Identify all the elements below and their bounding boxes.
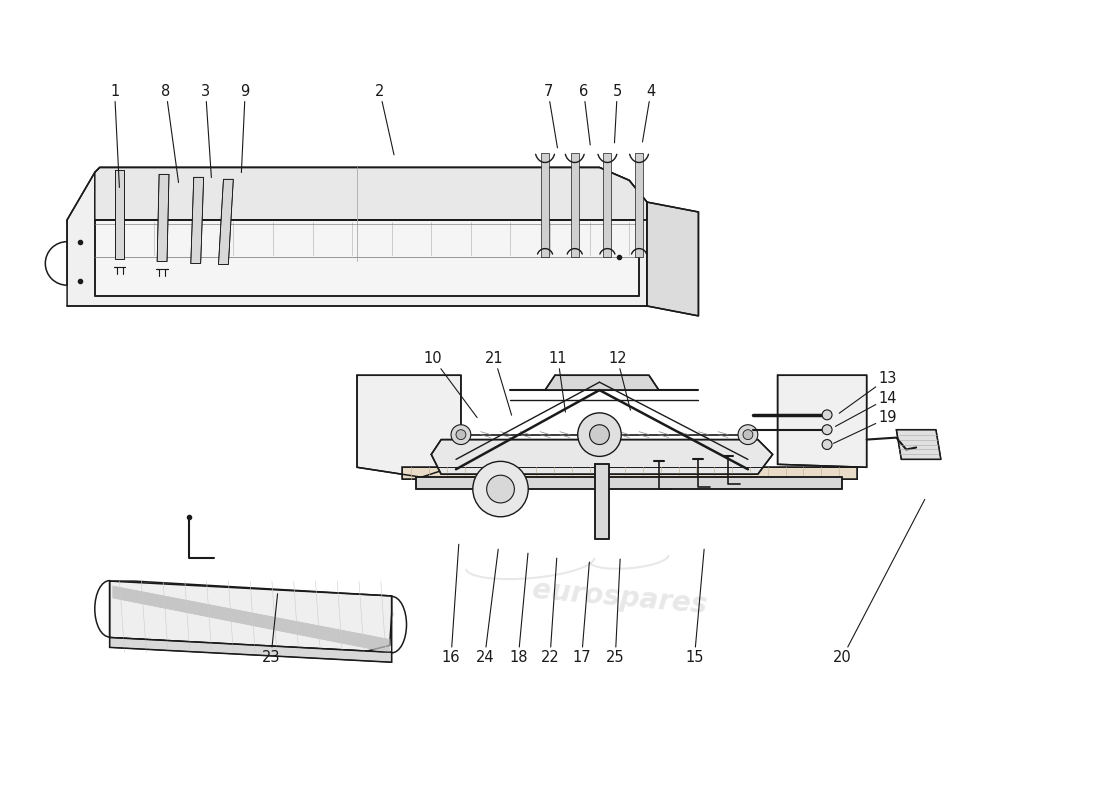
Text: 18: 18 xyxy=(509,553,528,665)
Text: 1: 1 xyxy=(110,84,120,187)
Polygon shape xyxy=(635,153,643,257)
Polygon shape xyxy=(647,202,698,316)
Text: 17: 17 xyxy=(572,562,591,665)
Polygon shape xyxy=(67,167,647,306)
Text: 12: 12 xyxy=(608,351,630,410)
Circle shape xyxy=(451,425,471,445)
Circle shape xyxy=(473,462,528,517)
Polygon shape xyxy=(219,179,233,265)
Text: 19: 19 xyxy=(834,410,896,443)
Circle shape xyxy=(742,430,752,439)
Polygon shape xyxy=(114,170,124,259)
Text: eurospares: eurospares xyxy=(219,591,396,634)
Text: 14: 14 xyxy=(836,390,896,426)
Polygon shape xyxy=(417,477,842,489)
Text: 20: 20 xyxy=(833,499,925,665)
Circle shape xyxy=(486,475,515,503)
Polygon shape xyxy=(157,174,169,262)
Text: 16: 16 xyxy=(442,544,460,665)
Text: 6: 6 xyxy=(579,84,591,145)
Text: eurospares: eurospares xyxy=(463,214,657,259)
Polygon shape xyxy=(896,430,940,459)
Polygon shape xyxy=(95,220,639,296)
Polygon shape xyxy=(190,178,204,263)
Circle shape xyxy=(590,425,609,445)
Polygon shape xyxy=(571,153,579,257)
Text: 7: 7 xyxy=(543,84,558,148)
Text: eurospares: eurospares xyxy=(151,224,345,270)
Polygon shape xyxy=(546,375,659,390)
Text: 24: 24 xyxy=(475,550,498,665)
Polygon shape xyxy=(110,581,392,652)
Text: 8: 8 xyxy=(162,84,178,182)
Polygon shape xyxy=(778,375,867,467)
Polygon shape xyxy=(431,439,772,474)
Text: 23: 23 xyxy=(262,594,280,665)
Text: 13: 13 xyxy=(839,370,896,414)
Polygon shape xyxy=(604,153,612,257)
Text: 11: 11 xyxy=(549,351,568,412)
Text: 9: 9 xyxy=(241,84,250,173)
Text: 2: 2 xyxy=(375,84,394,155)
Circle shape xyxy=(738,425,758,445)
Polygon shape xyxy=(594,464,609,538)
Text: 15: 15 xyxy=(685,550,704,665)
Circle shape xyxy=(822,425,832,434)
Circle shape xyxy=(578,413,621,457)
Text: 3: 3 xyxy=(201,84,211,178)
Circle shape xyxy=(822,410,832,420)
Polygon shape xyxy=(541,153,549,257)
Polygon shape xyxy=(110,638,392,662)
Text: 22: 22 xyxy=(540,558,560,665)
Text: 4: 4 xyxy=(642,84,656,142)
Circle shape xyxy=(456,430,466,439)
Circle shape xyxy=(822,439,832,450)
Polygon shape xyxy=(95,167,647,220)
Polygon shape xyxy=(402,467,857,479)
Text: 21: 21 xyxy=(485,351,512,415)
Text: 25: 25 xyxy=(606,559,625,665)
Polygon shape xyxy=(358,375,461,477)
Text: eurospares: eurospares xyxy=(530,576,708,619)
Text: 10: 10 xyxy=(424,351,477,418)
Text: 5: 5 xyxy=(613,84,621,143)
